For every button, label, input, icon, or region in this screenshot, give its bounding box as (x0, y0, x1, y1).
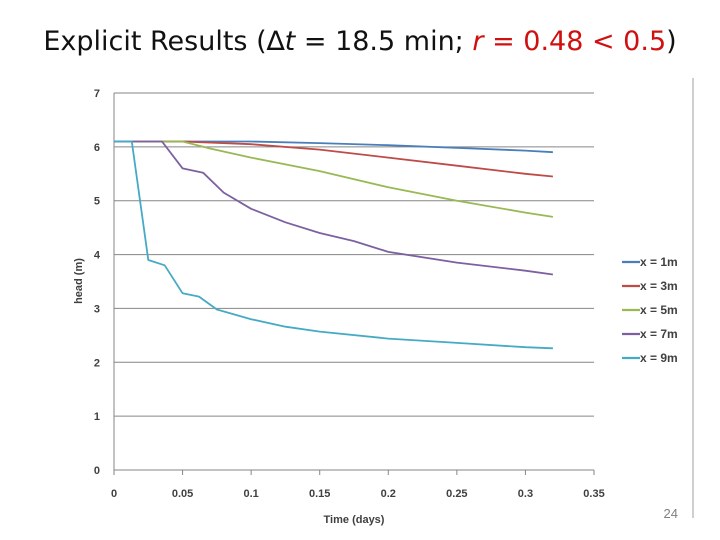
x-tick-label: 0.25 (446, 488, 467, 500)
y-tick-label: 7 (94, 88, 100, 100)
series-line-x-5m (114, 140, 554, 218)
series-line-x-3m (114, 140, 553, 178)
page-number: 24 (663, 506, 678, 521)
title-prefix: Explicit Results ( (43, 26, 267, 57)
title-mid: = 18.5 min; (295, 26, 473, 57)
title-delta-t: ∆t (266, 26, 296, 57)
slide-title: Explicit Results (∆t = 18.5 min; r = 0.4… (0, 26, 720, 57)
x-tick-label: 0.2 (381, 488, 396, 500)
y-tick-label: 6 (94, 142, 100, 154)
title-r-value: = 0.48 < 0.5 (483, 26, 667, 57)
legend-label: x = 5m (640, 303, 678, 317)
x-tick-label: 0 (111, 488, 117, 500)
legend-label: x = 7m (640, 327, 678, 341)
y-tick-label: 5 (94, 196, 100, 208)
series-line-x-7m (114, 140, 554, 276)
x-tick-label: 0.05 (172, 488, 193, 500)
legend-label: x = 1m (640, 255, 678, 269)
y-tick-label: 4 (94, 250, 101, 262)
title-suffix: ) (666, 26, 677, 57)
legend-label: x = 3m (640, 279, 678, 293)
series-line-x-9m (114, 140, 553, 350)
x-tick-label: 0.1 (243, 488, 258, 500)
x-axis-title: Time (days) (324, 514, 385, 526)
x-tick-label: 0.15 (309, 488, 330, 500)
side-divider (692, 78, 694, 518)
x-tick-label: 0.3 (518, 488, 533, 500)
legend-label: x = 9m (640, 351, 678, 365)
title-r-label: r (472, 26, 484, 57)
y-axis-title: head (m) (73, 258, 85, 304)
x-tick-label: 0.35 (583, 488, 604, 500)
y-tick-label: 2 (94, 357, 100, 369)
y-tick-label: 1 (94, 411, 100, 423)
y-tick-label: 0 (94, 465, 100, 477)
y-tick-label: 3 (94, 303, 100, 315)
